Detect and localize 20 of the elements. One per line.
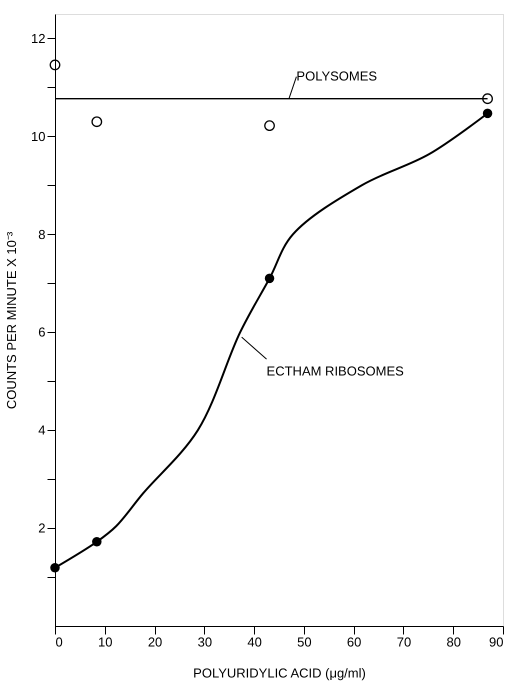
x-tick-label: 70 xyxy=(396,634,412,650)
y-axis-title: COUNTS PER MINUTE X 10⁻³ xyxy=(4,231,20,410)
x-tick-label: 20 xyxy=(148,634,162,650)
y-tick-label: 2 xyxy=(38,520,46,536)
y-tick-label: 8 xyxy=(38,226,46,242)
x-tick-label: 60 xyxy=(346,634,362,650)
annotation: ECTHAM RIBOSOMES xyxy=(266,363,404,378)
x-tick-label: 10 xyxy=(98,634,113,650)
x-axis-title: POLYURIDYLIC ACID (μg/ml) xyxy=(193,666,366,680)
x-tick-label: 50 xyxy=(297,634,312,650)
x-tick-label: 80 xyxy=(446,634,461,650)
y-tick-label: 12 xyxy=(31,30,46,46)
y-tick-label: 4 xyxy=(38,422,46,438)
x-tick-label: 40 xyxy=(247,634,262,650)
y-tick-label: 6 xyxy=(38,324,46,340)
y-tick-label: 10 xyxy=(31,128,46,144)
annotation: POLYSOMES xyxy=(296,68,378,84)
x-tick-label: 90 xyxy=(489,634,504,650)
x-tick-label: 30 xyxy=(198,634,212,650)
x-tick-label: 0 xyxy=(56,634,63,650)
